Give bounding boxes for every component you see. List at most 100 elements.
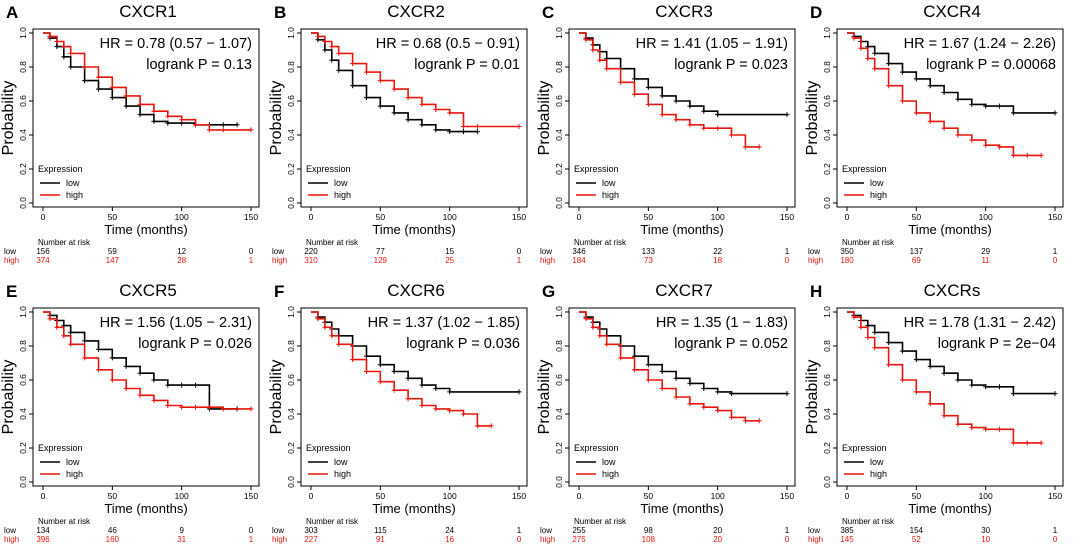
censor-mark-high bbox=[151, 397, 157, 403]
censor-mark-high bbox=[61, 44, 67, 50]
censor-mark-low bbox=[109, 95, 115, 101]
censor-mark-high bbox=[659, 386, 665, 391]
censor-mark-high bbox=[756, 144, 762, 150]
legend-label-low: low bbox=[870, 457, 884, 467]
hazard-ratio-text: HR = 1.78 (1.31 − 2.42) bbox=[904, 315, 1056, 331]
censor-mark-high bbox=[137, 101, 143, 107]
hazard-ratio-text: HR = 1.35 (1 − 1.83) bbox=[656, 315, 788, 331]
x-axis-label: Time (months) bbox=[908, 222, 991, 237]
censor-mark-low bbox=[701, 386, 707, 391]
legend-label-low: low bbox=[602, 178, 616, 188]
censor-mark-high bbox=[858, 324, 864, 330]
risk-count-high: 396 bbox=[36, 535, 50, 544]
censor-mark-low bbox=[165, 120, 171, 126]
censor-mark-high bbox=[419, 101, 425, 107]
censor-mark-high bbox=[913, 389, 919, 395]
legend-label-low: low bbox=[334, 178, 348, 188]
censor-mark-high bbox=[206, 404, 212, 410]
x-tick-label: 100 bbox=[175, 212, 189, 222]
censor-mark-high bbox=[220, 127, 226, 133]
risk-row-label-low: low bbox=[4, 247, 16, 256]
risk-row-label-high: high bbox=[4, 535, 19, 544]
risk-count-low: 9 bbox=[179, 526, 184, 535]
km-curve-low bbox=[579, 311, 787, 395]
censor-mark-high bbox=[405, 95, 411, 101]
y-axis-label: Probability bbox=[536, 360, 553, 435]
plot-frame bbox=[32, 307, 260, 487]
censor-mark-high bbox=[433, 107, 439, 112]
censor-mark-low bbox=[61, 54, 67, 60]
censor-mark-high bbox=[315, 316, 321, 322]
y-tick-label: 0.6 bbox=[18, 374, 28, 386]
risk-table-title: Number at risk bbox=[574, 517, 627, 526]
y-tick-label: 0.6 bbox=[286, 95, 296, 107]
risk-table-title: Number at risk bbox=[842, 238, 895, 247]
risk-count-high: 91 bbox=[376, 535, 385, 544]
censor-mark-high bbox=[68, 341, 74, 347]
risk-count-high: 20 bbox=[713, 535, 722, 544]
x-tick-label: 100 bbox=[175, 491, 189, 501]
legend-label-low: low bbox=[66, 457, 80, 467]
y-tick-label: 1.0 bbox=[18, 306, 28, 318]
x-tick-label: 50 bbox=[108, 491, 118, 501]
y-tick-label: 0.6 bbox=[554, 374, 564, 386]
censor-mark-high bbox=[1024, 152, 1030, 158]
logrank-p-text: logrank P = 2e−04 bbox=[938, 336, 1056, 352]
risk-count-high: 275 bbox=[572, 535, 586, 544]
risk-count-high: 108 bbox=[642, 535, 656, 544]
km-panel-cxcr5: E CXCR5 0.0 0.2 0.4 0.6 0.8 1.0 0 50 100 150 Probabi… bbox=[0, 279, 268, 558]
censor-mark-high bbox=[886, 362, 892, 368]
censor-mark-high bbox=[927, 118, 933, 124]
legend-label-high: high bbox=[602, 190, 619, 200]
plot-frame bbox=[300, 307, 528, 487]
legend-label-high: high bbox=[602, 469, 619, 479]
censor-mark-high bbox=[687, 122, 693, 128]
risk-count-high: 73 bbox=[644, 256, 653, 265]
y-tick-label: 0.2 bbox=[822, 163, 832, 175]
risk-count-low: 46 bbox=[108, 526, 117, 535]
y-tick-label: 0.0 bbox=[554, 197, 564, 209]
censor-mark-low bbox=[886, 340, 892, 346]
risk-row-label-low: low bbox=[808, 247, 820, 256]
km-curve-high bbox=[43, 32, 251, 131]
censor-mark-high bbox=[729, 132, 735, 138]
censor-mark-low bbox=[350, 83, 356, 89]
x-tick-label: 0 bbox=[309, 491, 314, 501]
censor-mark-low bbox=[447, 389, 453, 395]
x-tick-label: 150 bbox=[780, 212, 794, 222]
risk-count-low: 59 bbox=[108, 247, 117, 256]
censor-mark-low bbox=[784, 112, 790, 118]
risk-count-high: 310 bbox=[304, 256, 318, 265]
risk-count-low: 0 bbox=[249, 247, 254, 256]
censor-mark-low bbox=[95, 346, 101, 352]
y-tick-label: 1.0 bbox=[18, 27, 28, 39]
legend-label-high: high bbox=[66, 190, 83, 200]
censor-mark-high bbox=[673, 394, 679, 400]
censor-mark-high bbox=[363, 69, 369, 75]
km-curve-low bbox=[43, 311, 238, 410]
risk-row-label-high: high bbox=[808, 256, 823, 265]
logrank-p-text: logrank P = 0.00068 bbox=[926, 57, 1056, 73]
y-tick-label: 0.4 bbox=[286, 408, 296, 420]
x-tick-label: 50 bbox=[376, 491, 386, 501]
km-plot-svg: E CXCR5 0.0 0.2 0.4 0.6 0.8 1.0 0 50 100 150 Probabi… bbox=[0, 281, 260, 544]
censor-mark-high bbox=[447, 408, 453, 414]
censor-mark-high bbox=[715, 408, 721, 414]
censor-mark-high bbox=[405, 396, 411, 402]
censor-mark-low bbox=[645, 84, 651, 90]
risk-count-low: 156 bbox=[36, 247, 50, 256]
censor-mark-high bbox=[206, 127, 212, 133]
y-tick-label: 0.4 bbox=[822, 129, 832, 141]
censor-mark-high bbox=[377, 379, 383, 385]
censor-mark-high bbox=[756, 418, 762, 424]
plot-frame bbox=[836, 28, 1064, 208]
censor-mark-low bbox=[433, 127, 439, 133]
hazard-ratio-text: HR = 1.67 (1.24 − 2.26) bbox=[904, 36, 1056, 52]
x-axis-label: Time (months) bbox=[372, 222, 455, 237]
legend-title: Expression bbox=[306, 164, 351, 174]
censor-mark-low bbox=[969, 382, 975, 388]
km-panel-cxcr6: F CXCR6 0.0 0.2 0.4 0.6 0.8 1.0 0 50 100 150 Probabi… bbox=[268, 279, 536, 558]
censor-mark-high bbox=[742, 144, 748, 150]
